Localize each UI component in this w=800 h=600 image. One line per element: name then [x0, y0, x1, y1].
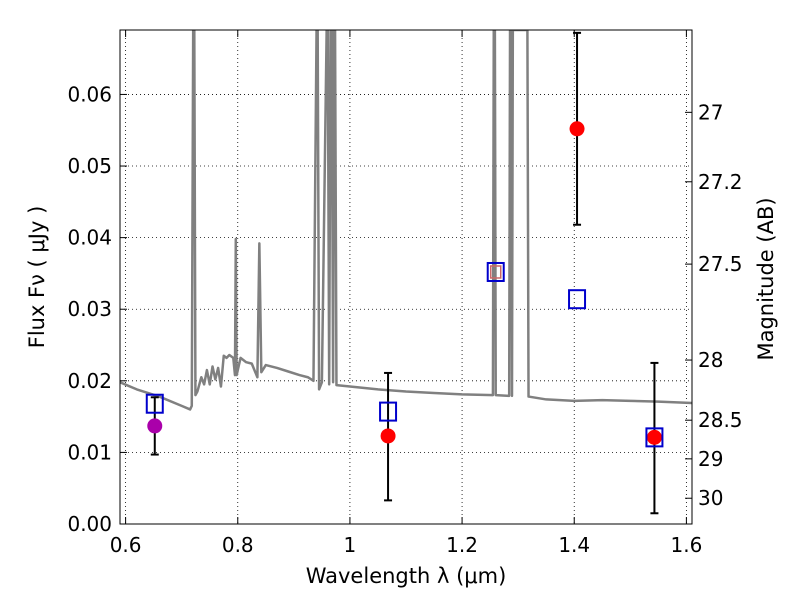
model-point-square-inner [489, 265, 502, 279]
x-tick-label: 1.4 [558, 533, 590, 557]
plot-frame [119, 29, 693, 525]
y2-tick-label: 27.2 [698, 170, 743, 194]
y-tick-label: 0.06 [67, 82, 112, 106]
spectrum-line [120, 30, 692, 411]
x-tick-label: 1.6 [670, 533, 702, 557]
data-markers [145, 121, 664, 448]
model-point-square [568, 289, 587, 310]
model-point-square [645, 427, 664, 448]
data-point-circle [380, 428, 396, 444]
error-bars [150, 31, 659, 515]
y2-tick-label: 27 [698, 100, 723, 124]
y2-tick-label: 28 [698, 348, 723, 372]
y2-tick-label: 28.5 [698, 408, 743, 432]
model-point-square [486, 261, 505, 282]
data-point-circle [147, 418, 163, 434]
y-tick-label: 0.04 [67, 226, 112, 250]
x-tick-label: 1 [344, 533, 357, 557]
y2-tick-label: 27.5 [698, 252, 743, 276]
model-point-square [145, 393, 164, 414]
x-tick-label: 0.8 [222, 533, 254, 557]
grid [120, 30, 692, 525]
y2-axis-title: Magnitude (AB) [754, 197, 778, 360]
y-tick-label: 0.05 [67, 154, 112, 178]
y2-tick-label: 30 [698, 486, 723, 510]
axis-ticks [120, 30, 692, 525]
y-tick-label: 0.01 [67, 440, 112, 464]
y-axis-title: Flux Fν ( μJy ) [25, 206, 49, 349]
data-point-circle [646, 429, 662, 445]
tick-labels: 0.6 0.8 1 1.2 1.4 1.6 0.00 0.01 0.02 0.03 0.04 0.05… [67, 82, 742, 557]
x-axis-title: Wavelength λ (μm) [306, 564, 507, 588]
y-tick-label: 0.03 [67, 297, 112, 321]
y-tick-label: 0.02 [67, 369, 112, 393]
data-point-circle [569, 121, 585, 137]
model-spectrum [120, 30, 692, 411]
y-tick-label: 0.00 [67, 512, 112, 536]
x-tick-label: 1.2 [446, 533, 478, 557]
x-tick-label: 0.6 [110, 533, 142, 557]
y2-tick-label: 29 [698, 447, 723, 471]
model-point-square [379, 401, 398, 422]
